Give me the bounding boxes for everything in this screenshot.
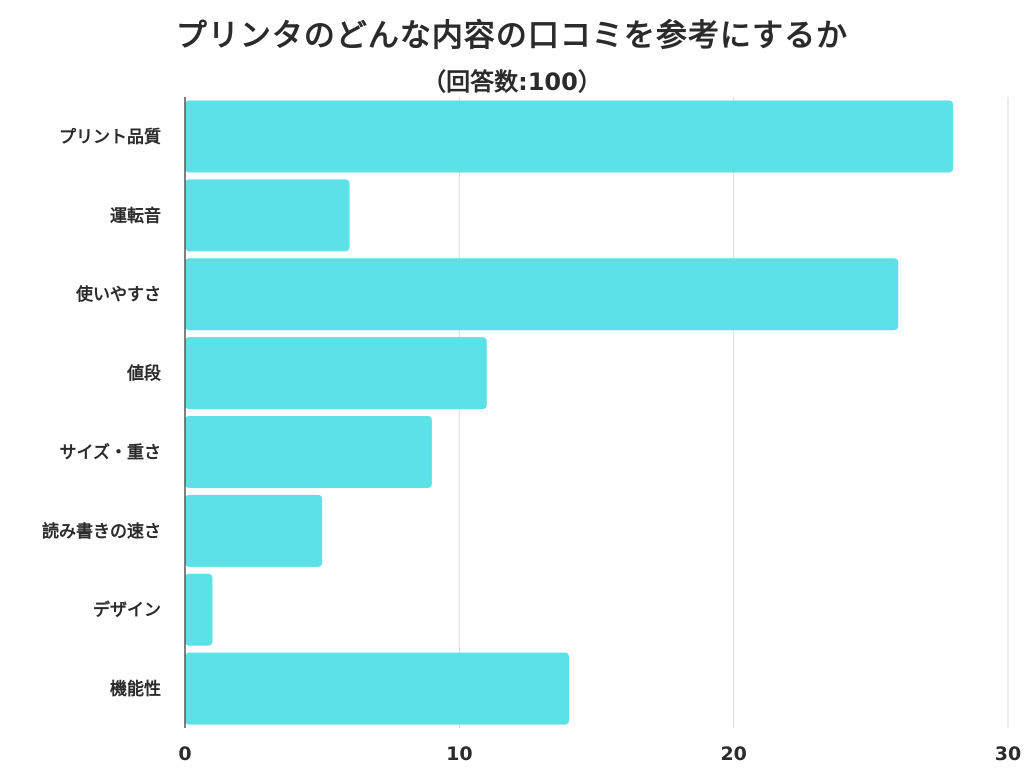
chart-title: プリンタのどんな内容の口コミを参考にするか <box>175 18 849 54</box>
bar-5 <box>185 494 323 567</box>
bar-1 <box>185 179 350 252</box>
category-label-3: 値段 <box>126 363 161 384</box>
category-label-6: デザイン <box>93 600 161 621</box>
bar-4 <box>185 415 432 488</box>
x-tick-label-2: 20 <box>720 743 746 765</box>
bar-6 <box>185 573 213 646</box>
chart-subtitle: （回答数:100） <box>422 68 602 96</box>
x-tick-label-0: 0 <box>178 743 191 765</box>
category-label-4: サイズ・重さ <box>60 442 162 463</box>
x-tick-label-3: 30 <box>995 743 1021 765</box>
x-tick-label-1: 10 <box>446 743 472 765</box>
bar-0 <box>185 100 954 173</box>
category-label-2: 使いやすさ <box>75 284 161 305</box>
bar-7 <box>185 652 570 725</box>
category-label-5: 読み書きの速さ <box>42 521 161 542</box>
bar-2 <box>185 258 899 331</box>
category-label-7: 機能性 <box>110 679 161 700</box>
bar-3 <box>185 337 487 410</box>
category-label-1: 運転音 <box>110 205 161 226</box>
category-label-0: プリント品質 <box>59 126 161 147</box>
